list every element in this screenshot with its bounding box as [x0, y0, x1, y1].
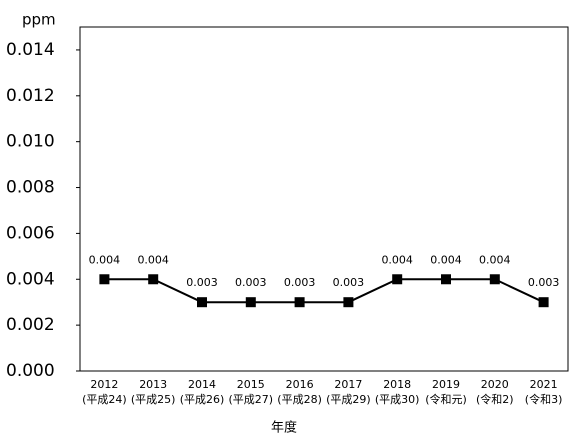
x-tick-label: 2018 [383, 378, 411, 391]
x-tick-sublabel: (令和2) [476, 392, 514, 406]
y-tick-label: 0.012 [6, 86, 55, 106]
x-tick-label: 2014 [188, 378, 216, 391]
x-tick-sublabel: (平成30) [375, 393, 420, 406]
data-label: 0.003 [235, 276, 267, 289]
marker [294, 297, 305, 308]
y-tick-label: 0.014 [6, 40, 55, 60]
x-tick-label: 2015 [237, 378, 265, 391]
y-tick-label: 0.006 [6, 223, 55, 243]
x-tick-label: 2012 [90, 378, 118, 391]
data-label: 0.004 [89, 253, 121, 266]
data-label: 0.003 [284, 276, 316, 289]
series-line [104, 278, 545, 304]
x-tick-sublabel: (平成27) [229, 393, 274, 406]
x-tick-label: 2013 [139, 378, 167, 391]
x-tick-sublabel: (平成29) [326, 393, 371, 406]
y-tick-label: 0.002 [6, 315, 55, 335]
data-label: 0.004 [381, 253, 413, 266]
y-tick-label: 0.008 [6, 178, 55, 198]
marker [148, 274, 159, 285]
x-tick-label: 2016 [286, 378, 314, 391]
x-tick-label: 2017 [334, 378, 362, 391]
data-label: 0.004 [137, 253, 169, 266]
x-axis-label: 年度 [271, 420, 297, 436]
x-tick-sublabel: (令和元) [425, 392, 467, 406]
x-tick-sublabel: (平成24) [82, 393, 127, 406]
data-label: 0.004 [430, 253, 462, 266]
marker [99, 274, 110, 285]
data-label: 0.003 [186, 276, 218, 289]
marker [343, 297, 354, 308]
y-tick-label: 0.010 [6, 132, 55, 152]
x-tick-sublabel: (平成26) [180, 393, 225, 406]
x-tick-label: 2019 [432, 378, 460, 391]
x-tick-label: 2021 [530, 378, 558, 391]
marker [538, 297, 549, 308]
y-axis-label: ppm [22, 11, 56, 29]
plot-frame [79, 26, 569, 372]
data-label: 0.003 [528, 276, 560, 289]
data-label: 0.003 [333, 276, 365, 289]
x-tick-sublabel: (平成25) [131, 393, 176, 406]
x-tick-sublabel: (平成28) [277, 393, 322, 406]
marker [197, 297, 207, 308]
marker [392, 274, 403, 285]
data-label: 0.004 [479, 253, 511, 266]
marker [441, 274, 451, 285]
y-tick-label: 0.000 [6, 361, 55, 381]
marker [489, 274, 500, 285]
y-tick-label: 0.004 [6, 269, 55, 289]
x-tick-label: 2020 [481, 378, 509, 391]
x-tick-sublabel: (令和3) [525, 392, 563, 406]
marker [245, 297, 256, 308]
